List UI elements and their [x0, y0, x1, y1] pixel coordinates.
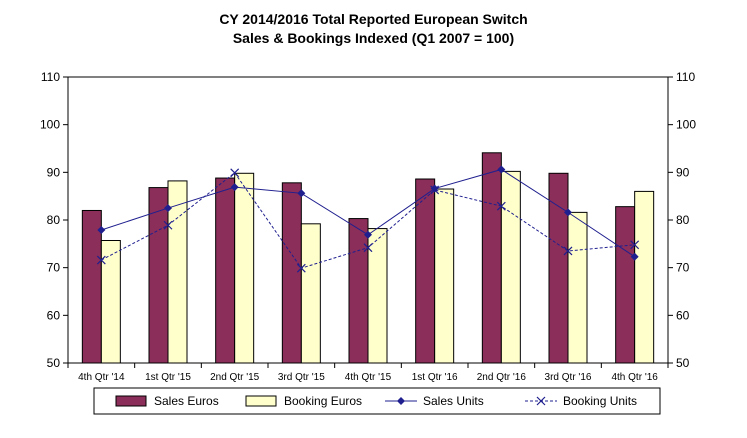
y-tick-label-left: 100 — [40, 118, 60, 132]
point-booking-units — [363, 243, 373, 253]
point-sales-units — [297, 189, 306, 198]
y-tick-label-right: 60 — [676, 308, 690, 322]
bar-booking-euros — [500, 170, 521, 364]
x-tick-label: 2nd Qtr '16 — [477, 372, 527, 383]
bar-sales-euros — [281, 182, 302, 364]
bar-booking-euros — [300, 223, 321, 364]
legend-label-sales-units: Sales Units — [423, 394, 484, 408]
bar-booking-euros — [567, 211, 588, 364]
legend-label-booking-euros: Booking Euros — [284, 394, 362, 408]
legend-swatch-booking-euros — [245, 395, 277, 407]
chart-title-line2: Sales & Bookings Indexed (Q1 2007 = 100) — [232, 30, 515, 46]
point-sales-units — [97, 226, 106, 235]
y-tick-label-left: 70 — [47, 261, 61, 275]
y-tick-label-right: 110 — [676, 70, 695, 84]
legend-marker-booking-units — [536, 396, 546, 406]
legend-swatch-sales-euros — [115, 395, 147, 407]
x-tick-label: 4th Qtr '16 — [611, 372, 658, 383]
bar-booking-euros — [434, 188, 455, 364]
point-booking-units — [630, 240, 640, 250]
chart-title-line1: CY 2014/2016 Total Reported European Swi… — [219, 11, 528, 27]
point-sales-units — [630, 252, 639, 261]
y-tick-label-right: 70 — [676, 261, 690, 275]
legend-box — [93, 387, 661, 415]
y-tick-label-right: 80 — [676, 213, 690, 227]
bar-sales-euros — [81, 209, 102, 364]
x-tick-label: 4th Qtr '15 — [345, 372, 392, 383]
bar-sales-euros — [615, 206, 636, 364]
bar-booking-euros — [234, 172, 255, 364]
y-tick-label-right: 90 — [676, 165, 690, 179]
bar-booking-euros — [634, 190, 655, 364]
y-tick-label-left: 90 — [47, 165, 61, 179]
point-booking-units — [163, 220, 173, 230]
bar-booking-euros — [367, 228, 388, 364]
point-booking-units — [230, 168, 240, 178]
x-tick-label: 2nd Qtr '15 — [210, 372, 260, 383]
y-tick-label-left: 110 — [41, 70, 60, 84]
point-booking-units — [430, 185, 440, 195]
legend-marker-sales-units — [397, 397, 405, 405]
point-sales-units — [230, 183, 239, 192]
bar-sales-euros — [415, 178, 436, 364]
y-tick-label-right: 50 — [676, 356, 690, 370]
point-booking-units — [296, 263, 306, 273]
legend-label-booking-units: Booking Units — [563, 394, 637, 408]
x-tick-label: 1st Qtr '16 — [412, 372, 458, 383]
x-tick-label: 3rd Qtr '15 — [278, 372, 325, 383]
bar-booking-euros — [100, 239, 121, 364]
y-tick-label-left: 80 — [47, 213, 61, 227]
point-sales-units — [497, 165, 506, 174]
x-tick-label: 1st Qtr '15 — [145, 372, 191, 383]
y-tick-label-left: 60 — [47, 308, 61, 322]
point-sales-units — [364, 230, 372, 239]
point-sales-units — [564, 208, 572, 217]
bar-sales-euros — [348, 218, 369, 364]
bar-sales-euros — [215, 177, 236, 364]
x-tick-label: 4th Qtr '14 — [78, 372, 125, 383]
y-tick-label-right: 100 — [676, 118, 696, 132]
y-tick-label-left: 50 — [47, 356, 61, 370]
legend-label-sales-euros: Sales Euros — [154, 394, 219, 408]
point-booking-units — [496, 201, 506, 211]
bar-sales-euros — [481, 152, 502, 364]
x-tick-label: 3rd Qtr '16 — [545, 372, 592, 383]
point-booking-units — [563, 246, 573, 256]
point-sales-units — [164, 204, 172, 213]
point-booking-units — [96, 255, 106, 265]
